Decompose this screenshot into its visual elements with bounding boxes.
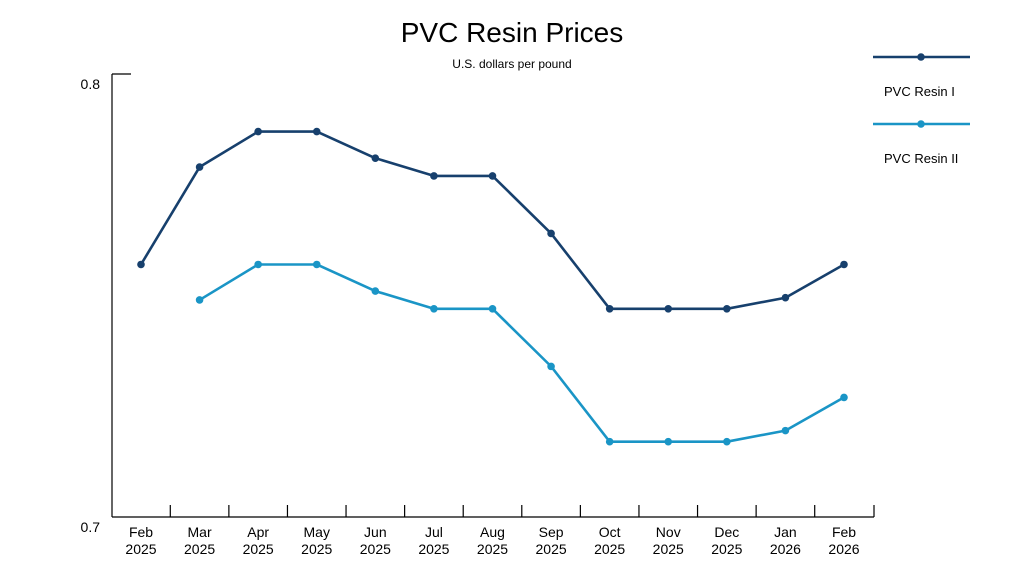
data-point	[840, 260, 848, 269]
x-tick-label-year: 2025	[301, 541, 332, 557]
data-point	[371, 154, 380, 162]
x-tick-label-month: Apr	[247, 524, 269, 540]
data-point	[195, 296, 204, 304]
series-line	[139, 130, 845, 311]
legend-swatch-marker	[917, 120, 925, 128]
data-point	[664, 437, 673, 446]
data-point	[488, 172, 497, 180]
data-point	[137, 260, 145, 269]
data-point	[254, 127, 262, 136]
data-point	[312, 127, 321, 136]
data-point	[371, 287, 380, 295]
data-point	[605, 304, 614, 313]
x-tick-label-month: Oct	[599, 524, 621, 540]
axes: 0.8 0.7	[81, 73, 874, 535]
series-2	[195, 260, 848, 446]
data-point	[254, 260, 262, 269]
x-tick-label-month: Feb	[129, 524, 153, 540]
x-tick-label-month: Nov	[656, 524, 681, 540]
data-point	[723, 437, 731, 446]
data-point	[195, 163, 204, 171]
legend: PVC Resin I PVC Resin II	[873, 53, 970, 166]
legend-label: PVC Resin I	[884, 84, 955, 99]
x-tick-label: Apr 2025	[243, 524, 274, 557]
x-tick-label-year: 2025	[418, 541, 449, 557]
x-tick-label-year: 2026	[770, 541, 801, 557]
legend-label: PVC Resin II	[884, 151, 958, 166]
x-tick-label-month: Jan	[774, 524, 797, 540]
x-tick-label-month: Aug	[480, 524, 505, 540]
x-tick-label-year: 2025	[360, 541, 391, 557]
data-point	[605, 437, 614, 446]
data-point	[781, 426, 790, 435]
x-tick-label-year: 2025	[125, 541, 156, 557]
x-tick-label: Jan 2026	[770, 524, 801, 557]
legend-item-1: PVC Resin I	[873, 53, 970, 99]
x-tick-label-month: Jun	[364, 524, 387, 540]
x-tick-label: Nov 2025	[653, 524, 684, 557]
x-tick-label: Dec 2025	[711, 524, 742, 557]
x-tick-label-year: 2026	[828, 541, 859, 557]
x-tick-label: Sep 2025	[536, 524, 567, 557]
data-point	[840, 393, 848, 402]
x-tick-label-year: 2025	[477, 541, 508, 557]
data-point	[430, 304, 438, 313]
legend-item-2: PVC Resin II	[873, 120, 970, 166]
x-tick-label-year: 2025	[536, 541, 567, 557]
x-tick-label: Feb 2026	[828, 524, 859, 557]
series-line	[198, 263, 845, 443]
x-tick-label-year: 2025	[184, 541, 215, 557]
x-tick-label-month: May	[304, 524, 330, 540]
y-tick-label-top: 0.8	[81, 76, 101, 92]
x-tick-label-month: Sep	[539, 524, 564, 540]
x-tick-label-year: 2025	[243, 541, 274, 557]
data-point	[488, 304, 497, 313]
x-tick-group	[169, 505, 875, 517]
x-tick-label: Jun 2025	[360, 524, 391, 557]
x-tick-label-month: Feb	[832, 524, 856, 540]
x-tick-label-month: Dec	[714, 524, 739, 540]
x-tick-label: Aug 2025	[477, 524, 508, 557]
data-point	[430, 172, 438, 180]
series-1	[137, 127, 848, 313]
series-layer	[137, 127, 848, 446]
x-tick-label-year: 2025	[653, 541, 684, 557]
legend-swatch-marker	[917, 53, 925, 61]
x-tick-label: Mar 2025	[184, 524, 215, 557]
data-point	[664, 304, 673, 313]
x-tick-label: May 2025	[301, 524, 332, 557]
chart-title: PVC Resin Prices	[401, 17, 624, 48]
x-tick-label: Jul 2025	[418, 524, 449, 557]
data-point	[547, 229, 555, 238]
data-point	[312, 260, 321, 269]
data-point	[781, 293, 790, 302]
x-tick-label-month: Mar	[188, 524, 212, 540]
y-tick-label-bottom: 0.7	[81, 519, 101, 535]
x-tick-label-year: 2025	[711, 541, 742, 557]
data-point	[723, 304, 731, 313]
x-tick-label: Feb 2025	[125, 524, 156, 557]
chart-subtitle: U.S. dollars per pound	[452, 57, 571, 71]
x-tick-label: Oct 2025	[594, 524, 625, 557]
x-tick-label-year: 2025	[594, 541, 625, 557]
data-point	[547, 362, 555, 371]
x-tick-label-month: Jul	[425, 524, 443, 540]
